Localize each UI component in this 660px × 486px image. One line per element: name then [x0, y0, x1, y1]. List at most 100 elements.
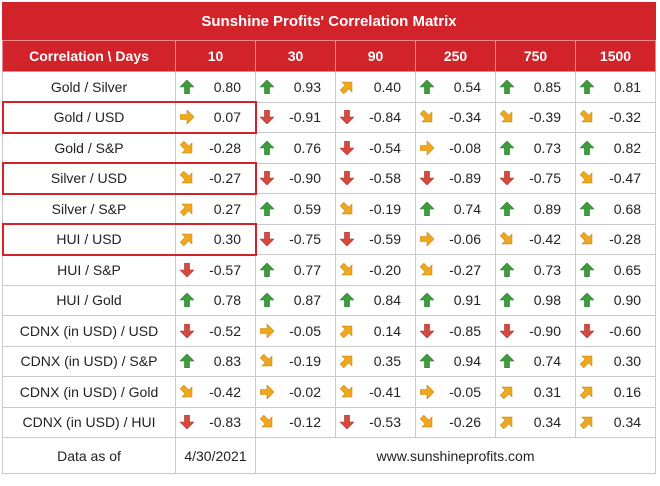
arrow-down-right-orange-icon: [579, 110, 594, 124]
column-header-1500: 1500: [574, 40, 657, 72]
row-label: HUI / Gold: [2, 284, 176, 316]
correlation-cell: -0.08: [415, 132, 496, 164]
correlation-cell: 0.80: [175, 71, 256, 103]
correlation-cell: 0.59: [255, 193, 336, 225]
arrow-right-orange-icon: [419, 140, 435, 156]
correlation-value: 0.65: [613, 261, 642, 278]
correlation-cell: -0.32: [574, 101, 657, 133]
correlation-value: 0.94: [453, 353, 481, 370]
correlation-value: -0.42: [209, 383, 241, 400]
table-row: Gold / S&P -0.28 0.76 -0.54 -0.08 0.73 0.82: [2, 132, 657, 164]
correlation-value: -0.20: [369, 261, 401, 278]
arrow-down-red-icon: [339, 414, 355, 430]
arrow-up-green-icon: [179, 292, 195, 308]
correlation-value: 0.93: [293, 78, 321, 95]
correlation-value: 0.59: [293, 200, 321, 217]
arrow-up-right-orange-icon: [499, 415, 514, 430]
correlation-cell: -0.84: [335, 101, 416, 133]
correlation-value: 0.84: [373, 292, 401, 309]
row-highlight-box: [1, 223, 257, 256]
arrow-down-right-orange-icon: [579, 171, 594, 185]
correlation-cell: -0.47: [574, 162, 657, 194]
correlation-value: 0.07: [213, 109, 241, 126]
correlation-cell: 0.76: [255, 132, 336, 164]
correlation-cell: -0.19: [255, 345, 336, 377]
arrow-up-green-icon: [579, 262, 595, 278]
correlation-value: -0.90: [289, 170, 321, 187]
arrow-up-green-icon: [579, 140, 595, 156]
table-row: CDNX (in USD) / HUI -0.83 -0.12 -0.53 -0.26 0…: [2, 406, 657, 438]
correlation-value: 0.85: [533, 78, 561, 95]
arrow-up-green-icon: [499, 140, 515, 156]
correlation-cell: -0.41: [335, 376, 416, 408]
correlation-cell: 0.35: [335, 345, 416, 377]
correlation-cell: -0.20: [335, 254, 416, 286]
arrow-down-red-icon: [339, 170, 355, 186]
table-row: HUI / USD 0.30 -0.75 -0.59 -0.06 -0.42 -0.28: [2, 223, 657, 255]
correlation-cell: 0.54: [415, 71, 496, 103]
correlation-cell: 0.34: [574, 406, 657, 438]
arrow-down-right-orange-icon: [499, 110, 514, 124]
arrow-up-right-orange-icon: [179, 202, 194, 216]
website-link[interactable]: www.sunshineprofits.com: [254, 437, 657, 474]
data-date: 4/30/2021: [175, 437, 256, 474]
arrow-right-orange-icon: [419, 384, 435, 400]
correlation-value: -0.28: [609, 231, 642, 248]
column-header-10: 10: [175, 40, 256, 72]
correlation-value: 0.34: [533, 414, 561, 431]
arrow-down-red-icon: [339, 109, 355, 125]
correlation-cell: 0.68: [574, 193, 657, 225]
correlation-value: 0.27: [213, 200, 241, 217]
correlation-value: 0.89: [533, 200, 561, 217]
column-header-750: 750: [495, 40, 576, 72]
correlation-cell: 0.73: [495, 132, 576, 164]
arrow-up-green-icon: [339, 292, 355, 308]
arrow-up-green-icon: [499, 201, 515, 217]
correlation-value: -0.91: [289, 109, 321, 126]
correlation-cell: -0.59: [335, 223, 416, 255]
correlation-cell: 0.40: [335, 71, 416, 103]
correlation-value: 0.31: [533, 383, 561, 400]
arrow-up-green-icon: [419, 79, 435, 95]
arrow-up-green-icon: [259, 79, 275, 95]
column-header-90: 90: [335, 40, 416, 72]
correlation-cell: 0.31: [495, 376, 576, 408]
correlation-value: -0.19: [289, 353, 321, 370]
correlation-value: 0.30: [213, 231, 241, 248]
correlation-value: -0.83: [209, 414, 241, 431]
arrow-up-green-icon: [579, 292, 595, 308]
arrow-down-red-icon: [499, 170, 515, 186]
arrow-up-green-icon: [499, 353, 515, 369]
correlation-cell: -0.42: [495, 223, 576, 255]
arrow-down-right-orange-icon: [179, 171, 194, 185]
correlation-value: -0.26: [449, 414, 481, 431]
arrow-down-right-orange-icon: [339, 201, 354, 216]
row-label: CDNX (in USD) / S&P: [2, 345, 176, 377]
arrow-down-red-icon: [179, 262, 195, 278]
correlation-value: 0.76: [293, 139, 321, 156]
row-label: Silver / S&P: [2, 193, 176, 225]
arrow-up-green-icon: [499, 262, 515, 278]
correlation-cell: 0.78: [175, 284, 256, 316]
table-row: HUI / S&P -0.57 0.77 -0.20 -0.27 0.73 0.65: [2, 254, 657, 286]
arrow-down-right-orange-icon: [339, 384, 354, 399]
correlation-value: 0.90: [613, 292, 642, 309]
correlation-cell: -0.12: [255, 406, 336, 438]
correlation-cell: -0.85: [415, 315, 496, 347]
correlation-cell: -0.57: [175, 254, 256, 286]
arrow-right-orange-icon: [179, 109, 195, 125]
correlation-cell: -0.28: [574, 223, 657, 255]
correlation-value: -0.39: [529, 109, 561, 126]
correlation-value: 0.74: [533, 353, 561, 370]
correlation-value: -0.06: [449, 231, 481, 248]
correlation-value: -0.85: [449, 322, 481, 339]
table-row: HUI / Gold 0.78 0.87 0.84 0.91 0.98 0.90: [2, 284, 657, 316]
correlation-cell: -0.60: [574, 315, 657, 347]
arrow-down-red-icon: [419, 323, 435, 339]
correlation-cell: 0.82: [574, 132, 657, 164]
correlation-value: -0.42: [529, 231, 561, 248]
correlation-value: 0.82: [613, 139, 642, 156]
row-highlight-box: [1, 101, 257, 134]
correlation-cell: -0.34: [415, 101, 496, 133]
